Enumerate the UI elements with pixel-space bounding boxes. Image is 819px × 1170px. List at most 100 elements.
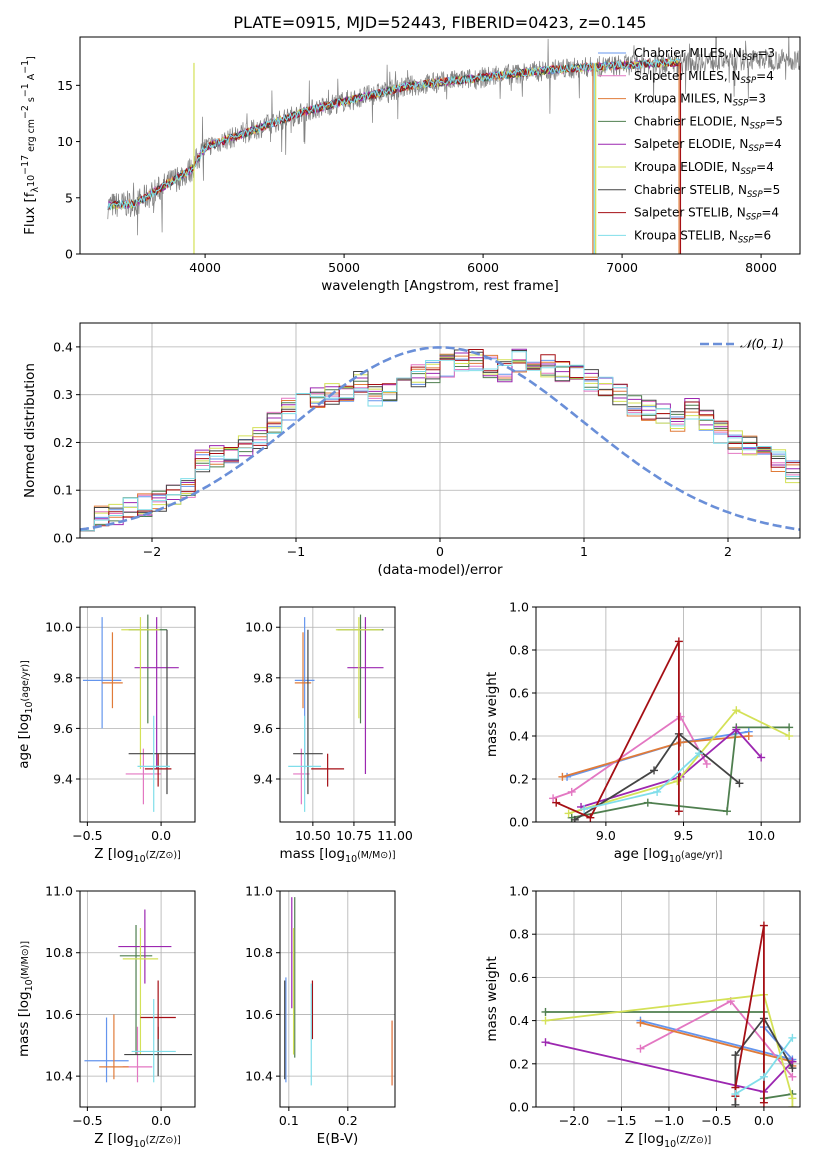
mass-weight-marker xyxy=(541,1038,550,1047)
x-tick-label: −0.5 xyxy=(72,828,102,843)
x-tick-label: −1.0 xyxy=(654,1113,684,1128)
x-tick-label: −2.0 xyxy=(559,1113,589,1128)
legend: Chabrier MILES, NSSP=3 Salpeter MILES, NS… xyxy=(598,46,783,245)
y-axis-label: mass weight xyxy=(484,956,500,1041)
y-tick-label: 0.6 xyxy=(509,686,529,701)
mass-weight-marker xyxy=(732,725,741,734)
mass-weight-series-line xyxy=(545,993,794,1107)
x-axis-label: Z [log10(Z/Z⊙)] xyxy=(625,1131,711,1150)
axes-frame xyxy=(79,606,196,823)
mass-weight-marker xyxy=(558,772,567,781)
errorbar-point xyxy=(294,632,312,709)
x-tick-label: 10.75 xyxy=(336,828,372,843)
y-tick-label: 5 xyxy=(65,190,73,205)
mass-weight-marker xyxy=(788,1033,797,1042)
errorbar-point xyxy=(118,909,172,984)
y-tick-label: 11.0 xyxy=(45,884,73,899)
errorbar-point xyxy=(131,999,176,1083)
x-tick-label: 8000 xyxy=(745,260,777,275)
residual-histogram-step xyxy=(80,351,800,538)
y-tick-label: 0.2 xyxy=(53,435,73,450)
legend-entry: Kroupa STELIB, NSSP=6 xyxy=(634,228,771,245)
x-tick-label: 10.0 xyxy=(747,828,775,843)
mass-weight-marker xyxy=(676,738,685,747)
x-axis-label: Z [log10(Z/Z⊙)] xyxy=(94,846,180,865)
mass-weight-marker xyxy=(788,1072,797,1081)
mass-weight-marker xyxy=(586,813,595,822)
y-tick-label: 0.6 xyxy=(509,970,529,985)
x-tick-label: −1.5 xyxy=(606,1113,636,1128)
mass-weight-marker xyxy=(636,1018,645,1027)
legend-entry: Salpeter ELODIE, NSSP=4 xyxy=(634,137,782,154)
legend-entry: Kroupa ELODIE, NSSP=4 xyxy=(634,160,774,177)
axes-frame xyxy=(279,890,396,1108)
plot-area xyxy=(288,614,384,812)
mass-weight-marker xyxy=(785,723,794,732)
legend-entry: Salpeter MILES, NSSP=4 xyxy=(634,69,774,86)
residual-histogram-step xyxy=(80,358,800,538)
mass-weight-marker xyxy=(731,1051,740,1060)
axes-frame xyxy=(279,606,396,823)
massweight-vs-age-panel: 9.0 9.5 10.0 0.0 0.2 0.4 0.6 0.8 1.0 age [log10(a… xyxy=(484,600,801,865)
x-tick-label: 0.0 xyxy=(151,828,171,843)
legend-entry: Salpeter STELIB, NSSP=4 xyxy=(634,206,779,223)
y-tick-label: 1.0 xyxy=(509,884,529,899)
y-tick-label: 10.4 xyxy=(45,1069,73,1084)
x-tick-label: 0.1 xyxy=(279,1113,299,1128)
mass-weight-marker xyxy=(788,1094,797,1103)
y-tick-label: 0.0 xyxy=(53,531,73,546)
x-tick-label: −2 xyxy=(143,544,161,559)
y-tick-label: 10 xyxy=(57,134,73,149)
model-spectrum-line xyxy=(107,57,680,211)
plot-area xyxy=(84,909,193,1083)
mass-weight-marker xyxy=(731,1100,740,1107)
mass-weight-marker xyxy=(674,637,683,646)
mass-vs-metallicity-panel: −0.5 0.0 10.4 10.6 10.8 11.0 Z [log10(Z/Z⊙)] ma… xyxy=(16,884,196,1150)
y-tick-label: 10.8 xyxy=(45,945,73,960)
legend-entry: Chabrier ELODIE, NSSP=5 xyxy=(634,114,783,131)
mass-weight-series-line xyxy=(580,728,762,808)
errorbar-point xyxy=(121,617,160,769)
mass-weight-marker xyxy=(580,805,589,814)
errorbar-point xyxy=(140,980,176,1040)
mass-weight-marker xyxy=(570,815,579,822)
x-tick-label: 7000 xyxy=(606,260,638,275)
mass-weight-marker xyxy=(541,1016,550,1025)
mass-weight-marker xyxy=(785,732,794,740)
plot-area xyxy=(107,37,800,254)
residuals-histogram-panel: −2 −1 0 1 2 0.0 0.1 0.2 0.3 0.4 (data-model)/error… xyxy=(22,322,801,578)
mass-weight-marker xyxy=(643,798,652,807)
errorbar-point xyxy=(311,753,345,787)
y-tick-label: 0.4 xyxy=(509,729,529,744)
errorbar-point xyxy=(337,614,384,724)
x-tick-label: 10.50 xyxy=(295,828,331,843)
mass-weight-marker xyxy=(759,1098,768,1107)
figure-title: PLATE=0915, MJD=52443, FIBERID=0423, z=0… xyxy=(233,13,646,32)
mass-weight-marker xyxy=(744,732,753,740)
mass-weight-marker xyxy=(695,749,704,758)
residual-histogram-step xyxy=(80,356,800,538)
x-tick-label: 4000 xyxy=(189,260,221,275)
y-tick-label: 0.2 xyxy=(509,1056,529,1071)
mass-weight-marker xyxy=(735,779,744,788)
x-tick-label: −0.5 xyxy=(701,1113,731,1128)
mass-weight-series-line xyxy=(555,640,680,819)
errorbar-point xyxy=(102,632,123,709)
errorbar-point xyxy=(288,715,322,812)
errorbar-point xyxy=(122,928,159,1055)
mass-weight-marker xyxy=(567,787,576,796)
mass-vs-reddening-panel: 0.1 0.2 10.4 10.6 10.8 11.0 E(B-V) xyxy=(245,884,396,1147)
residual-histogram-step xyxy=(80,349,800,538)
mass-weight-marker xyxy=(759,1072,768,1081)
mass-weight-marker xyxy=(732,706,741,715)
age-vs-mass-panel: 10.50 10.75 11.00 9.4 9.6 9.8 10.0 mass [log10(… xyxy=(245,606,413,865)
normal-distribution-curve xyxy=(80,346,800,531)
mass-weight-marker xyxy=(541,1007,550,1016)
y-tick-label: 0.4 xyxy=(53,339,73,354)
errorbar-point xyxy=(137,715,170,812)
mass-weight-marker xyxy=(731,1090,740,1099)
legend-entry: 𝒩(0, 1) xyxy=(740,337,784,351)
mass-weight-series-line xyxy=(568,709,790,815)
mass-weight-series-line xyxy=(552,715,708,800)
